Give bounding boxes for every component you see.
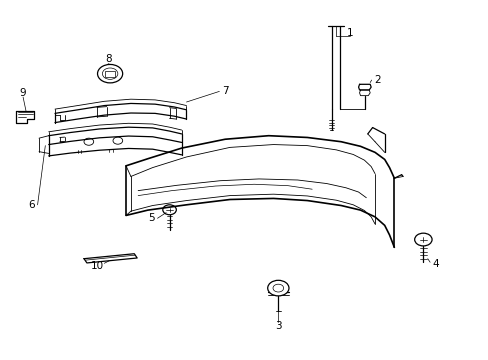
Text: 6: 6 (28, 200, 35, 210)
Text: 7: 7 (222, 86, 228, 96)
Text: 8: 8 (104, 54, 111, 64)
Circle shape (267, 280, 288, 296)
Text: 4: 4 (431, 259, 438, 269)
Text: 2: 2 (373, 75, 380, 85)
Text: 5: 5 (148, 213, 155, 223)
Text: 9: 9 (20, 88, 26, 98)
Text: 3: 3 (274, 321, 281, 331)
Text: 10: 10 (91, 261, 104, 271)
Text: 1: 1 (346, 28, 352, 37)
